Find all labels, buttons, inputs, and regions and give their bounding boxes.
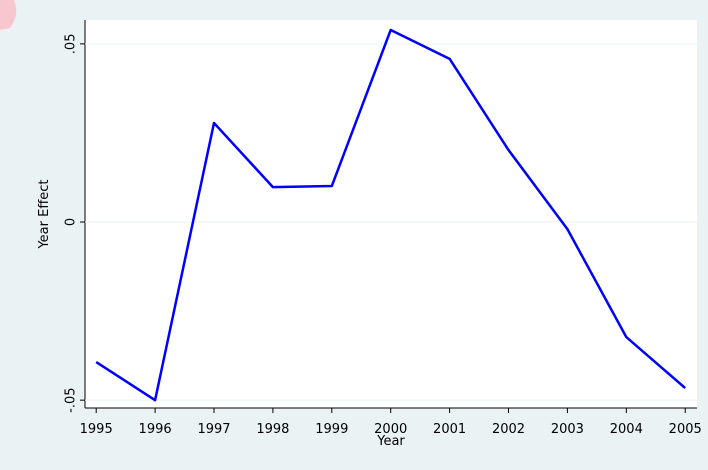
y-axis-label: Year Effect — [37, 179, 52, 249]
x-tick-label: 1995 — [80, 422, 113, 437]
x-tick-label: 1996 — [139, 422, 172, 437]
x-tick-label: 2003 — [551, 422, 584, 437]
x-tick-label: 1999 — [315, 422, 348, 437]
logo-fragment — [0, 0, 17, 30]
y-tick-label: 0 — [64, 218, 79, 226]
plot-area — [85, 20, 697, 408]
y-tick-label: .05 — [64, 34, 79, 55]
x-tick-label: 1997 — [197, 422, 230, 437]
data-line — [95, 28, 687, 402]
x-tick-label: 2001 — [433, 422, 466, 437]
x-tick-label: 2002 — [492, 422, 525, 437]
x-tick-label: 2000 — [374, 422, 407, 437]
y-tick-label: -.05 — [64, 387, 79, 412]
x-tick-label: 2004 — [610, 422, 643, 437]
x-tick-label: 2005 — [669, 422, 702, 437]
x-axis-label: Year — [376, 434, 405, 449]
x-tick-label: 1998 — [256, 422, 289, 437]
